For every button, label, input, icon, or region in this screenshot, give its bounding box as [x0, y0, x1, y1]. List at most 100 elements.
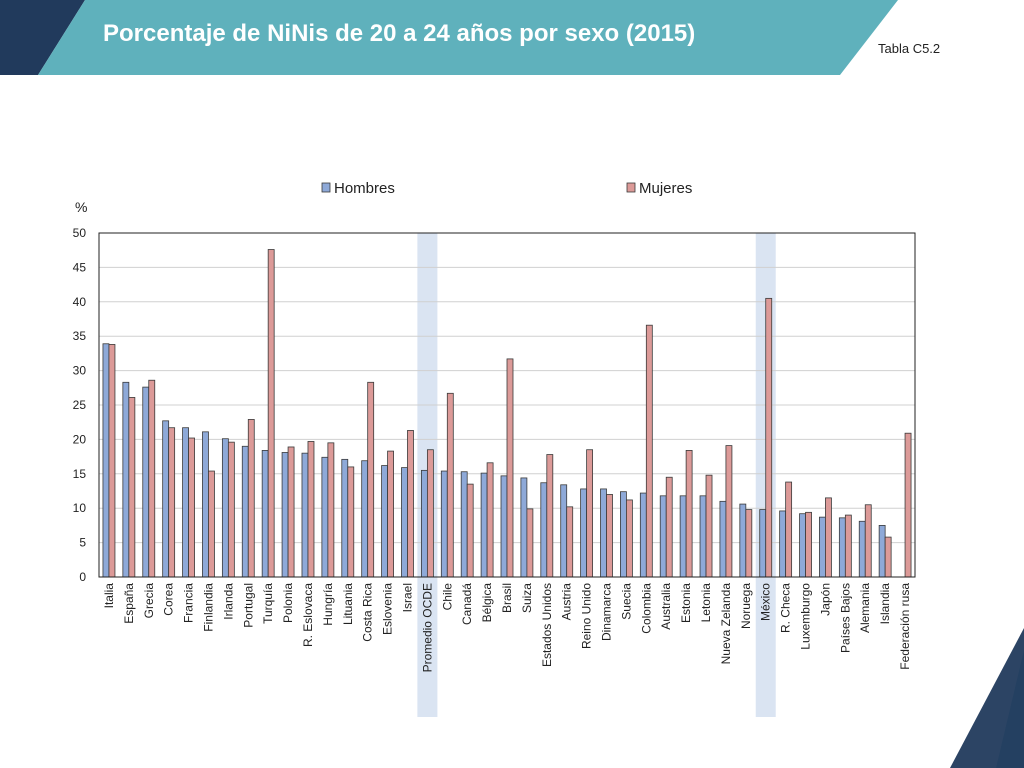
x-tick-label: Luxemburgo: [799, 583, 813, 650]
bar-mujeres: [148, 379, 156, 578]
y-tick-label: 25: [73, 398, 87, 412]
bar-hombres: [142, 386, 150, 578]
x-tick-label: Países Bajos: [838, 583, 852, 653]
x-tick-label: Colombia: [639, 583, 653, 634]
bar-hombres: [639, 492, 647, 578]
header-dark-band: [0, 0, 85, 75]
x-tick-label: Finlandia: [201, 583, 215, 632]
x-tick-label: Italia: [102, 583, 116, 609]
bar-mujeres: [765, 297, 773, 578]
bar-hombres: [739, 503, 747, 578]
bar-mujeres: [307, 441, 315, 578]
x-tick-label: Nueva Zelanda: [719, 583, 733, 665]
bar-hombres: [321, 456, 329, 578]
slide-title: Porcentaje de NiNis de 20 a 24 años por …: [103, 20, 696, 47]
x-tick-label: Irlanda: [221, 583, 235, 620]
bar-mujeres: [785, 481, 793, 578]
x-tick-label: Alemania: [858, 583, 872, 633]
x-tick-label: Corea: [162, 583, 176, 616]
bar-mujeres: [446, 392, 454, 578]
legend-label-hombres: Hombres: [334, 180, 395, 197]
bar-mujeres: [108, 344, 116, 578]
bar-mujeres: [188, 437, 195, 578]
bar-hombres: [361, 460, 369, 578]
bar-hombres: [878, 525, 886, 578]
y-tick-label: 20: [73, 432, 87, 446]
x-tick-label: Brasil: [500, 583, 514, 613]
x-tick-label: Austria: [560, 583, 574, 621]
x-tick-label: Costa Rica: [361, 583, 375, 642]
bar-hombres: [480, 472, 488, 578]
bar-mujeres: [367, 381, 375, 578]
bar-hombres: [102, 343, 110, 578]
y-tick-label: 35: [73, 329, 87, 343]
bar-hombres: [500, 475, 508, 578]
y-axis-label: %: [75, 199, 87, 215]
x-tick-label: Estonia: [679, 583, 693, 623]
x-tick-label: Australia: [659, 583, 673, 630]
bar-hombres: [202, 431, 209, 578]
bar-hombres: [221, 438, 229, 578]
x-tick-label: Lituania: [341, 583, 355, 625]
bar-hombres: [420, 469, 428, 578]
bar-mujeres: [426, 449, 434, 578]
bar-hombres: [799, 513, 806, 578]
bar-hombres: [580, 488, 588, 578]
y-tick-label: 15: [73, 467, 87, 481]
bar-mujeres: [586, 449, 594, 578]
legend-swatch-hombres: [321, 182, 331, 193]
bar-hombres: [560, 484, 568, 578]
x-tick-label: Promedio OCDE: [420, 583, 434, 672]
bar-mujeres: [685, 450, 693, 578]
x-tick-label: Israel: [400, 583, 414, 612]
bar-mujeres: [805, 511, 812, 578]
bar-mujeres: [904, 432, 912, 578]
bar-mujeres: [526, 508, 534, 578]
bar-hombres: [719, 500, 727, 578]
bar-hombres: [122, 381, 130, 578]
plot-frame: [98, 232, 916, 578]
x-tick-label: Japón: [818, 583, 832, 616]
corner-dark-accent: [950, 628, 1024, 768]
x-tick-label: R. Checa: [779, 583, 793, 633]
x-tick-label: Reino Unido: [580, 583, 594, 649]
bar-mujeres: [208, 470, 215, 578]
bar-mujeres: [725, 445, 733, 578]
bar-hombres: [182, 427, 189, 578]
x-tick-label: Noruega: [739, 583, 753, 629]
bar-mujeres: [168, 427, 176, 578]
bar-mujeres: [247, 419, 255, 578]
bar-mujeres: [347, 466, 355, 578]
bar-mujeres: [287, 446, 295, 578]
x-tick-label: R. Eslovaca: [301, 583, 315, 647]
bar-mujeres: [466, 483, 474, 578]
legend-swatch-mujeres: [626, 182, 636, 193]
bar-hombres: [540, 482, 548, 578]
bar-hombres: [381, 465, 388, 578]
x-tick-label: Polonia: [281, 583, 295, 623]
bar-mujeres: [566, 506, 574, 578]
bar-mujeres: [705, 474, 713, 578]
x-tick-label: México: [759, 583, 773, 621]
bar-mujeres: [407, 430, 414, 578]
x-tick-label: Canadá: [460, 583, 474, 625]
bar-mujeres: [327, 442, 335, 578]
x-tick-label: Federación rusa: [898, 583, 912, 670]
x-tick-label: Estados Unidos: [540, 583, 554, 667]
bar-hombres: [819, 516, 826, 578]
bar-mujeres: [626, 499, 633, 578]
x-tick-label: Chile: [440, 583, 454, 611]
table-reference: Tabla C5.2: [878, 41, 941, 56]
bar-hombres: [281, 452, 289, 578]
x-tick-label: Hungría: [321, 583, 335, 626]
bar-hombres: [440, 470, 448, 578]
x-tick-label: Bélgica: [480, 583, 494, 623]
bar-hombres: [620, 491, 627, 578]
bar-mujeres: [227, 441, 235, 578]
bar-mujeres: [606, 494, 613, 578]
x-tick-label: Suiza: [520, 583, 534, 613]
x-tick-label: Grecia: [142, 583, 156, 619]
bar-mujeres: [745, 509, 753, 578]
